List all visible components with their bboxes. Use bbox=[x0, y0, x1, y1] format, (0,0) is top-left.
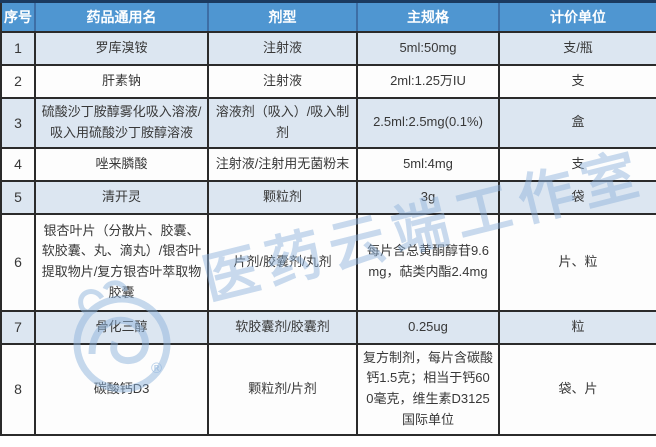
cell-spec: 5ml:50mg bbox=[356, 31, 500, 66]
cell-name: 骨化三醇 bbox=[34, 309, 209, 345]
cell-index: 3 bbox=[0, 97, 36, 149]
cell-name: 罗库溴铵 bbox=[34, 31, 209, 66]
cell-index: 2 bbox=[0, 64, 36, 99]
cell-form: 片剂/胶囊剂/丸剂 bbox=[207, 212, 358, 312]
cell-form: 颗粒剂 bbox=[207, 179, 358, 215]
cell-index: 5 bbox=[0, 179, 36, 215]
table-row: 2 肝素钠 注射液 2ml:1.25万IU 支 bbox=[0, 64, 656, 99]
table-row: 8 碳酸钙D3 颗粒剂/片剂 复方制剂，每片含碳酸钙1.5克；相当于钙600毫克，维生… bbox=[0, 342, 656, 436]
cell-spec: 复方制剂，每片含碳酸钙1.5克；相当于钙600毫克，维生素D3125国际单位 bbox=[356, 342, 500, 436]
cell-form: 注射液 bbox=[207, 31, 358, 66]
cell-unit: 支 bbox=[498, 146, 656, 182]
cell-name: 银杏叶片（分散片、胶囊、软胶囊、丸、滴丸）/银杏叶提取物片/复方银杏叶萃取物胶囊 bbox=[34, 212, 209, 312]
table-row: 5 清开灵 颗粒剂 3g 袋 bbox=[0, 179, 656, 215]
cell-form: 注射液/注射用无菌粉末 bbox=[207, 146, 358, 182]
table-row: 7 骨化三醇 软胶囊剂/胶囊剂 0.25ug 粒 bbox=[0, 309, 656, 345]
cell-form: 注射液 bbox=[207, 64, 358, 99]
table-body: 1 罗库溴铵 注射液 5ml:50mg 支/瓶 2 肝素钠 注射液 2ml:1.25万IU 支 3 硫… bbox=[0, 31, 656, 436]
table-row: 3 硫酸沙丁胺醇雾化吸入溶液/吸入用硫酸沙丁胺醇溶液 溶液剂（吸入）/吸入制剂 2.5… bbox=[0, 97, 656, 149]
cell-name: 肝素钠 bbox=[34, 64, 209, 99]
col-header-form: 剂型 bbox=[207, 0, 357, 33]
cell-spec: 0.25ug bbox=[356, 309, 500, 345]
header-row: 序号 药品通用名 剂型 主规格 计价单位 bbox=[0, 0, 656, 33]
cell-spec: 5ml:4mg bbox=[356, 146, 500, 182]
cell-name: 硫酸沙丁胺醇雾化吸入溶液/吸入用硫酸沙丁胺醇溶液 bbox=[34, 97, 209, 149]
cell-unit: 支/瓶 bbox=[498, 31, 656, 66]
cell-index: 1 bbox=[0, 31, 36, 66]
table-row: 4 唑来膦酸 注射液/注射用无菌粉末 5ml:4mg 支 bbox=[0, 146, 656, 182]
cell-unit: 袋 bbox=[498, 179, 656, 215]
cell-spec: 2ml:1.25万IU bbox=[356, 64, 500, 99]
cell-form: 颗粒剂/片剂 bbox=[207, 342, 358, 436]
cell-unit: 片、粒 bbox=[498, 212, 656, 312]
cell-name: 碳酸钙D3 bbox=[34, 342, 209, 436]
cell-spec: 3g bbox=[356, 179, 500, 215]
cell-index: 4 bbox=[0, 146, 36, 182]
cell-form: 软胶囊剂/胶囊剂 bbox=[207, 309, 358, 345]
col-header-spec: 主规格 bbox=[356, 0, 499, 33]
cell-unit: 粒 bbox=[498, 309, 656, 345]
cell-name: 清开灵 bbox=[34, 179, 209, 215]
col-header-unit: 计价单位 bbox=[498, 0, 656, 33]
table-row: 6 银杏叶片（分散片、胶囊、软胶囊、丸、滴丸）/银杏叶提取物片/复方银杏叶萃取物胶… bbox=[0, 212, 656, 312]
cell-form: 溶液剂（吸入）/吸入制剂 bbox=[207, 97, 358, 149]
cell-spec: 2.5ml:2.5mg(0.1%) bbox=[356, 97, 500, 149]
cell-index: 6 bbox=[0, 212, 36, 312]
table-row: 1 罗库溴铵 注射液 5ml:50mg 支/瓶 bbox=[0, 31, 656, 66]
col-header-index: 序号 bbox=[0, 0, 35, 33]
cell-index: 7 bbox=[0, 309, 36, 345]
cell-name: 唑来膦酸 bbox=[34, 146, 209, 182]
drug-price-table: 序号 药品通用名 剂型 主规格 计价单位 1 罗库溴铵 注射液 5ml:50mg 支/瓶 2 肝素钠… bbox=[0, 0, 656, 436]
cell-unit: 支 bbox=[498, 64, 656, 99]
cell-spec: 每片含总黄酮醇苷9.6mg，萜类内酯2.4mg bbox=[356, 212, 500, 312]
cell-unit: 盒 bbox=[498, 97, 656, 149]
cell-unit: 袋、片 bbox=[498, 342, 656, 436]
cell-index: 8 bbox=[0, 342, 36, 436]
col-header-name: 药品通用名 bbox=[34, 0, 208, 33]
